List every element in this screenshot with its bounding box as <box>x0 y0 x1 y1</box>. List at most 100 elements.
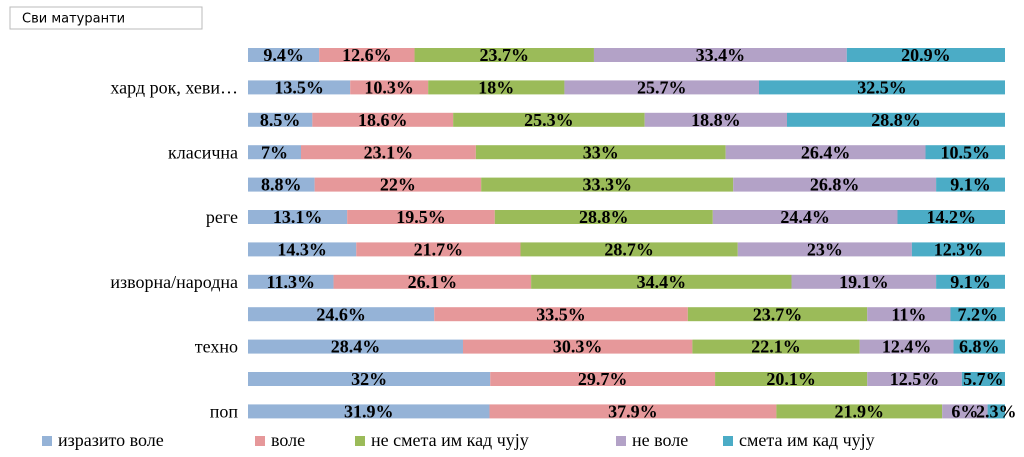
data-label: 12.6% <box>342 45 392 65</box>
data-label: 9.1% <box>950 175 991 195</box>
bar-segment <box>867 307 951 322</box>
data-label: 29.7% <box>578 369 628 389</box>
bar-segment <box>248 274 334 289</box>
bar-segment <box>312 112 454 127</box>
bar-segment <box>692 339 860 354</box>
bar-segment <box>644 112 787 127</box>
legend-swatch <box>355 436 365 446</box>
data-label: 2.3% <box>976 402 1017 422</box>
bar-segment <box>531 274 792 289</box>
data-label: 26.1% <box>408 272 458 292</box>
bar-segment <box>846 48 1005 62</box>
data-label: 23.7% <box>753 304 803 324</box>
data-label: 26.4% <box>801 142 851 162</box>
bar-segment <box>356 242 521 257</box>
bar-segment <box>248 372 491 386</box>
data-label: 18.8% <box>691 110 741 130</box>
data-label: 5.7% <box>963 369 1004 389</box>
data-label: 21.9% <box>835 402 885 422</box>
legend-label: воле <box>271 430 305 450</box>
y-tick-label: реге <box>206 207 238 227</box>
data-label: 13.1% <box>273 207 323 227</box>
data-label: 31.9% <box>344 402 394 422</box>
bar-segment <box>314 177 482 192</box>
bar-segment <box>925 145 1005 160</box>
data-label: 33.4% <box>696 45 746 65</box>
bar-segment <box>593 48 847 62</box>
legend-swatch <box>723 436 733 446</box>
y-tick-label: поп <box>210 402 239 422</box>
bar-segment <box>489 404 777 419</box>
data-label: 23.7% <box>479 45 529 65</box>
data-label: 23% <box>807 240 843 260</box>
bar-segment <box>248 112 313 127</box>
bar-segment <box>961 372 1005 386</box>
data-label: 9.1% <box>950 272 991 292</box>
legend-label: не смета им кад чују <box>371 430 529 450</box>
data-label: 10.3% <box>364 78 414 98</box>
bar-segment <box>942 404 988 419</box>
data-label: 19.5% <box>396 207 446 227</box>
bar-segment <box>725 145 926 160</box>
bar-segment <box>434 307 688 322</box>
data-label: 6% <box>951 402 978 422</box>
bar-segment <box>248 177 315 192</box>
bar-segment <box>475 145 726 160</box>
data-label: 13.5% <box>274 78 324 98</box>
data-label: 14.3% <box>277 240 327 260</box>
data-label: 34.4% <box>637 272 687 292</box>
data-label: 7.2% <box>957 304 998 324</box>
bar-segment <box>248 210 348 224</box>
title-box <box>9 6 203 30</box>
data-label: 33.5% <box>536 304 586 324</box>
bar-segment <box>300 145 476 160</box>
bar-segment <box>733 177 937 192</box>
data-label: 23.1% <box>364 142 414 162</box>
data-label: 37.9% <box>608 402 658 422</box>
data-label: 14.2% <box>927 207 977 227</box>
bar-segment <box>453 112 645 127</box>
bar-segment <box>687 307 868 322</box>
bar-segment <box>248 80 351 95</box>
data-label: 22% <box>380 175 416 195</box>
data-label: 7% <box>261 142 288 162</box>
legend-swatch <box>616 436 626 446</box>
data-label: 24.6% <box>316 304 366 324</box>
bar-segment <box>428 80 565 95</box>
bar-segment <box>248 339 463 354</box>
bar-segment <box>737 242 912 257</box>
data-label: 10.5% <box>941 142 991 162</box>
bar-segment <box>897 210 1005 224</box>
bar-segment <box>248 307 435 322</box>
bar-segment <box>248 242 357 257</box>
data-label: 20.1% <box>766 369 816 389</box>
legend-label: не воле <box>632 430 688 450</box>
data-label: 33% <box>583 142 619 162</box>
bar-segment <box>248 404 490 419</box>
bar-segment <box>987 404 1005 419</box>
data-label: 12.3% <box>934 240 984 260</box>
legend-label: изразито воле <box>58 430 164 450</box>
data-label: 25.3% <box>524 110 574 130</box>
bar-segment <box>791 274 937 289</box>
y-tick-label: класична <box>168 142 238 162</box>
data-label: 18% <box>478 78 514 98</box>
y-tick-label: хард рок, хеви… <box>110 78 238 98</box>
bar-segment <box>867 372 962 386</box>
data-label: 9.4% <box>263 45 304 65</box>
legend-label: смета им кад чују <box>739 430 875 450</box>
data-label: 19.1% <box>839 272 889 292</box>
data-label: 12.5% <box>890 369 940 389</box>
data-label: 26.8% <box>810 175 860 195</box>
bar-segment <box>494 210 713 224</box>
y-tick-label: изворна/народна <box>110 272 238 292</box>
data-label: 11.3% <box>267 272 316 292</box>
bar-segment <box>950 307 1005 322</box>
legend-swatch <box>255 436 265 446</box>
data-label: 21.7% <box>414 240 464 260</box>
chart-title: Сви матуранти <box>22 12 125 27</box>
bar-segment <box>953 339 1005 354</box>
bar-segment <box>490 372 716 386</box>
bar-segment <box>564 80 759 95</box>
